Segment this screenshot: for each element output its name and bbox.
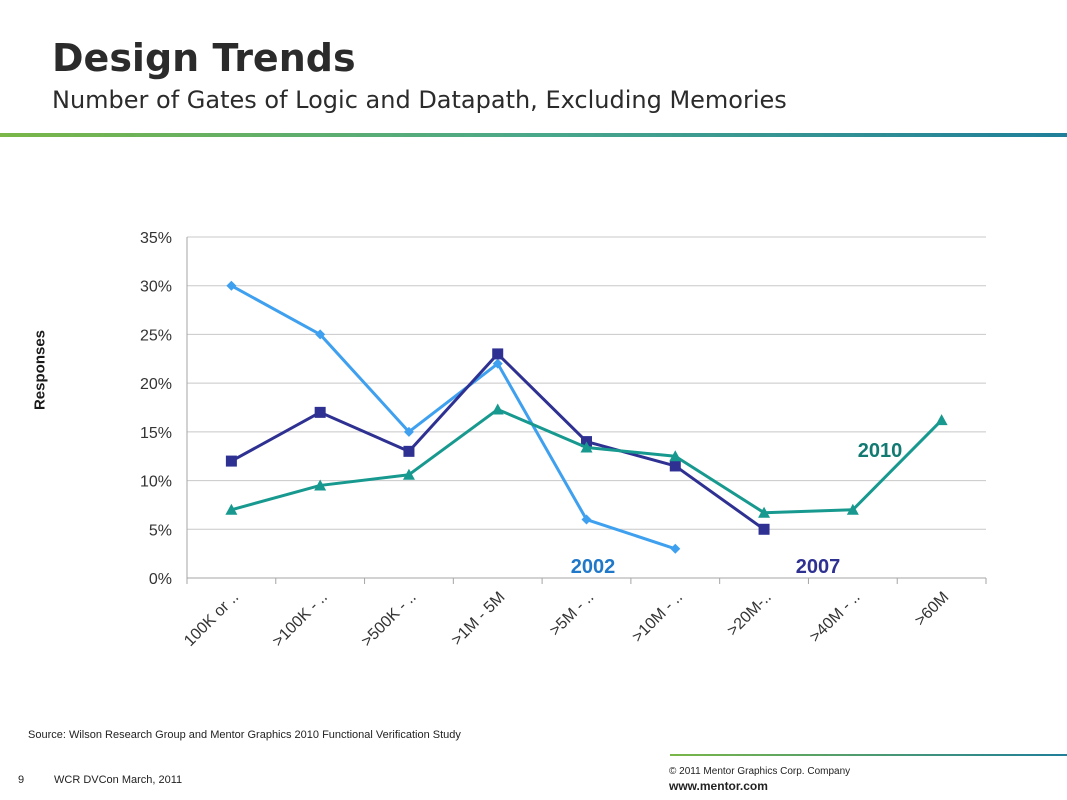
series-label-2010: 2010 [858,440,903,462]
page-number: 9 [18,774,25,786]
y-tick-label: 35% [140,230,172,247]
footer-divider [670,754,1067,756]
x-tick-label: >5M - .. [547,589,598,640]
data-point-2010 [225,503,238,515]
y-tick-label: 15% [140,425,172,442]
x-tick-label: >60M [912,589,953,630]
y-tick-label: 20% [140,376,172,393]
data-point-2002 [315,329,326,340]
data-point-2002 [226,280,237,291]
slide-title: Design Trends [52,36,356,80]
data-point-2010 [758,506,771,518]
data-point-2010 [935,414,948,426]
data-point-2007 [669,460,681,472]
source-note: Source: Wilson Research Group and Mentor… [28,729,461,741]
data-point-2010 [580,441,593,453]
x-tick-label: 100K or .. [181,589,242,650]
data-point-2007 [225,455,237,467]
series-line-2002 [230,284,676,551]
data-point-2002 [403,426,414,437]
data-point-2010 [491,403,504,415]
y-tick-label: 5% [149,522,172,539]
x-tick-label: >40M - .. [807,589,864,646]
data-point-2010 [669,450,682,462]
x-tick-label: >500K - .. [358,589,419,650]
series-line-2010 [230,407,943,515]
y-tick-label: 25% [140,327,172,344]
data-point-2007 [758,523,770,535]
data-point-2007 [492,348,504,360]
data-point-2010 [402,468,415,480]
x-tick-label: >10M - .. [629,589,686,646]
line-chart: 0% 5% 10% 15% 20% 25% 30% 35% 100K or .. >100K - … [140,230,987,650]
x-tick-label: >1M - 5M [448,589,508,649]
data-point-2010 [846,503,859,515]
y-tick-label: 30% [140,279,172,296]
series-label-2002: 2002 [571,556,616,578]
series-label-2007: 2007 [796,556,841,578]
x-tick-label: >100K - .. [270,589,331,650]
data-point-2002 [670,543,681,554]
y-tick-label: 10% [140,474,172,491]
data-point-2002 [492,358,503,369]
data-point-2007 [403,445,415,457]
y-tick-label: 0% [149,571,172,588]
series-line-2007 [230,352,765,531]
x-tick-label: >20M-.. [724,589,775,640]
website-link[interactable]: www.mentor.com [669,779,768,793]
data-point-2010 [314,479,327,491]
event-name: WCR DVCon March, 2011 [54,774,183,786]
data-point-2007 [314,406,326,418]
copyright-notice: © 2011 Mentor Graphics Corp. Company [669,766,851,777]
slide-subtitle: Number of Gates of Logic and Datapath, E… [52,86,787,114]
data-point-2002 [581,514,592,525]
header-divider [0,133,1067,137]
